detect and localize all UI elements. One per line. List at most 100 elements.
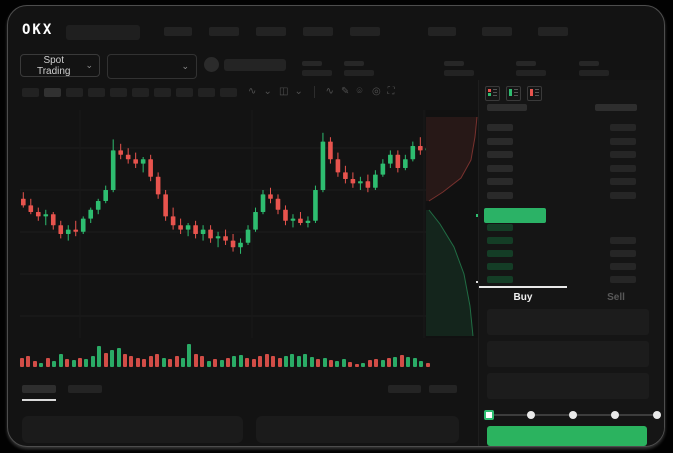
bid-price-placeholder[interactable] xyxy=(487,263,513,270)
ask-price-placeholder[interactable] xyxy=(487,151,513,158)
active-tab-underline xyxy=(22,399,56,401)
stat-label-placeholder xyxy=(516,61,536,66)
ask-amount-placeholder[interactable] xyxy=(610,151,636,158)
ask-price-placeholder[interactable] xyxy=(487,191,513,199)
nav-item-placeholder[interactable] xyxy=(350,27,380,36)
search-bar-placeholder[interactable] xyxy=(66,25,140,40)
ask-amount-placeholder[interactable] xyxy=(610,137,636,145)
tab-buy[interactable]: Buy xyxy=(479,288,567,306)
bid-price-placeholder[interactable] xyxy=(487,237,513,244)
tab-sell[interactable]: Sell xyxy=(567,288,664,306)
nav-item-placeholder[interactable] xyxy=(303,27,333,36)
slider-stop[interactable] xyxy=(527,411,535,419)
bid-amount-placeholder[interactable] xyxy=(610,237,636,244)
slider-stop[interactable] xyxy=(653,411,661,419)
orders-panel-placeholder[interactable] xyxy=(22,416,243,443)
bid-price-placeholder[interactable] xyxy=(487,250,513,257)
timeframe-tab[interactable] xyxy=(110,88,127,97)
slider-handle[interactable] xyxy=(484,410,494,420)
okx-logo[interactable]: OKX xyxy=(22,22,54,38)
volume-bar xyxy=(290,354,295,367)
volume-bar xyxy=(71,360,76,367)
icon-line xyxy=(514,95,518,96)
nav-item-placeholder[interactable] xyxy=(428,27,456,36)
icon-cell xyxy=(488,89,491,92)
bid-price-placeholder[interactable] xyxy=(487,276,513,283)
orderbook-header-placeholder xyxy=(595,104,637,111)
icon-line xyxy=(493,92,497,93)
pair-selector-dropdown[interactable]: ⌄ xyxy=(107,54,197,79)
timeframe-tab[interactable] xyxy=(220,88,237,97)
slider-stop[interactable] xyxy=(569,411,577,419)
chevron-down-icon[interactable]: ⌄ xyxy=(294,86,303,97)
volume-bar xyxy=(20,358,24,367)
ask-amount-placeholder[interactable] xyxy=(610,124,636,131)
volume-bar xyxy=(155,354,160,367)
amount-input[interactable] xyxy=(487,341,649,367)
buy-submit-button[interactable] xyxy=(487,426,647,446)
timeframe-tab[interactable] xyxy=(176,88,193,97)
candlestick-chart[interactable] xyxy=(20,110,432,338)
volume-bar xyxy=(129,356,134,367)
nav-item-placeholder[interactable] xyxy=(482,27,512,36)
bid-amount-placeholder[interactable] xyxy=(610,250,636,257)
volume-bar xyxy=(322,358,327,367)
volume-bar xyxy=(84,359,89,367)
bottom-tab[interactable] xyxy=(68,385,102,393)
timeframe-tab[interactable] xyxy=(198,88,215,97)
ask-amount-placeholder[interactable] xyxy=(610,191,636,199)
volume-bar xyxy=(135,358,140,367)
drawing-tool-icon[interactable]: ✎ xyxy=(341,86,350,97)
timeframe-tab[interactable] xyxy=(154,88,171,97)
fullscreen-icon[interactable]: ⛶ xyxy=(387,86,395,97)
nav-item-placeholder[interactable] xyxy=(209,27,239,36)
bottom-action-placeholder[interactable] xyxy=(429,385,457,393)
orderbook-asks-view-icon[interactable] xyxy=(527,86,542,101)
settings-icon[interactable]: ◎ xyxy=(372,86,381,97)
display-mode-icon[interactable]: ◫ xyxy=(279,86,289,97)
slider-stop[interactable] xyxy=(611,411,619,419)
last-price-indicator[interactable] xyxy=(484,208,546,223)
ask-price-placeholder[interactable] xyxy=(487,137,513,145)
total-input[interactable] xyxy=(487,373,649,399)
volume-bar xyxy=(277,358,282,367)
bottom-action-placeholder[interactable] xyxy=(388,385,421,393)
stat-label-placeholder xyxy=(302,61,322,66)
timeframe-tab[interactable] xyxy=(66,88,83,97)
bid-price-placeholder[interactable] xyxy=(487,224,513,231)
orderbook-bids-view-icon[interactable] xyxy=(506,86,521,101)
volume-bar xyxy=(180,358,185,367)
nav-item-placeholder[interactable] xyxy=(538,27,568,36)
timeframe-tab[interactable] xyxy=(132,88,149,97)
ask-price-placeholder[interactable] xyxy=(487,178,513,185)
timeframe-tab[interactable] xyxy=(22,88,39,97)
timeframe-tab[interactable] xyxy=(88,88,105,97)
candle-style-icon[interactable]: ∿ xyxy=(248,86,257,97)
camera-icon[interactable]: ⌾ xyxy=(356,86,363,97)
icon-line xyxy=(535,95,539,96)
ask-price-placeholder[interactable] xyxy=(487,164,513,172)
volume-bar xyxy=(393,357,398,367)
volume-bar xyxy=(406,357,411,367)
pair-name-placeholder xyxy=(224,59,286,71)
ask-amount-placeholder[interactable] xyxy=(610,164,636,172)
volume-bar xyxy=(271,356,276,367)
timeframe-tab[interactable] xyxy=(44,88,61,97)
icon-cell xyxy=(530,89,533,96)
volume-bar xyxy=(419,361,424,367)
market-type-dropdown[interactable]: Spot Trading ⌄ xyxy=(20,54,100,77)
nav-item-placeholder[interactable] xyxy=(164,27,192,36)
history-panel-placeholder[interactable] xyxy=(256,416,459,443)
volume-bar xyxy=(213,359,218,367)
price-input[interactable] xyxy=(487,309,649,335)
ask-price-placeholder[interactable] xyxy=(487,124,513,131)
ask-amount-placeholder[interactable] xyxy=(610,178,636,185)
bid-amount-placeholder[interactable] xyxy=(610,263,636,270)
nav-item-placeholder[interactable] xyxy=(256,27,286,36)
chevron-down-icon[interactable]: ⌄ xyxy=(263,86,272,97)
bottom-tab-active[interactable] xyxy=(22,385,56,393)
bid-amount-placeholder[interactable] xyxy=(610,276,636,283)
orderbook-split-view-icon[interactable] xyxy=(485,86,500,101)
line-tool-icon[interactable]: ∿ xyxy=(325,86,334,97)
volume-bar xyxy=(219,360,224,367)
